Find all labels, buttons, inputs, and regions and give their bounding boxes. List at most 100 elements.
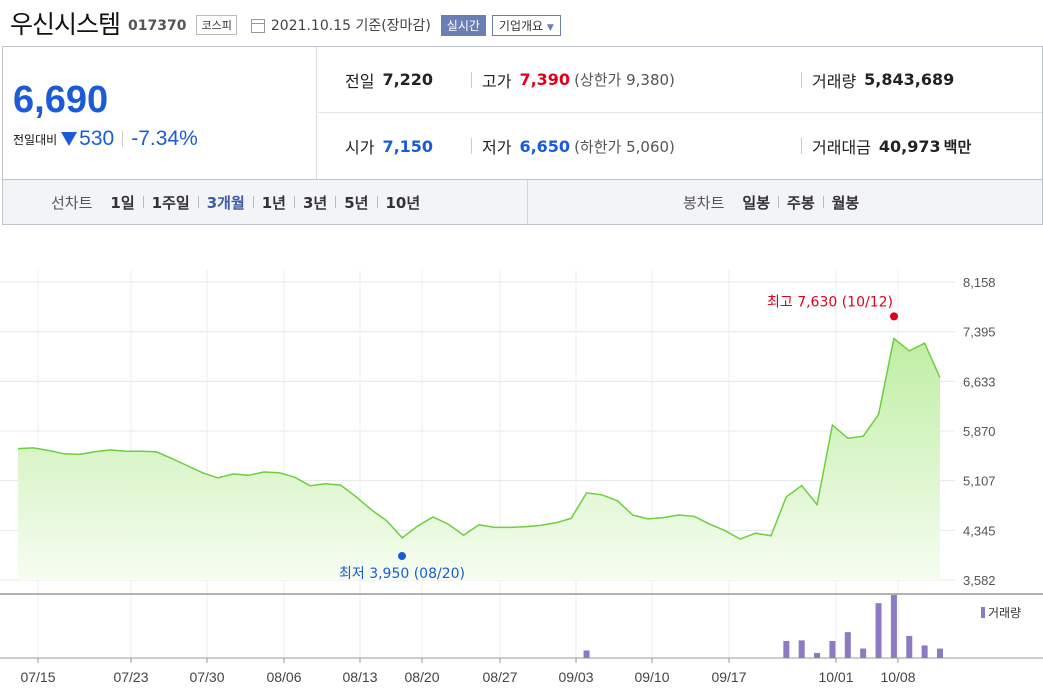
realtime-button[interactable]: 실시간	[440, 14, 486, 36]
amount-unit: 백만	[943, 137, 972, 156]
volume-value: 5,843,689	[864, 70, 955, 89]
low-marker	[398, 552, 406, 561]
amount-label: 거래대금	[812, 138, 871, 157]
stat-open: 시가 7,150	[318, 134, 471, 158]
y-tick-label: 4,345	[963, 523, 996, 538]
x-tick-label: 10/08	[880, 669, 915, 685]
tab-3m[interactable]: 3개월	[206, 193, 245, 212]
x-tick-label: 10/01	[818, 669, 853, 685]
current-price: 6,690	[13, 79, 109, 121]
change-amount: 530	[79, 127, 115, 150]
tab-weekly[interactable]: 주봉	[787, 193, 815, 212]
divider	[376, 196, 378, 208]
chevron-down-icon: ▼	[546, 22, 554, 33]
volume-label: 거래량	[812, 71, 857, 91]
market-badge: 코스피	[196, 15, 237, 35]
volume-bar	[783, 640, 790, 658]
candle-chart-title: 봉차트	[683, 193, 725, 212]
date-text: 2021.10.15 기준(장마감)	[270, 18, 431, 34]
x-tick-label: 08/27	[482, 669, 517, 685]
divider	[801, 138, 802, 154]
title-bar: 우신시스템 017370 코스피 2021.10.15 기준(장마감) 실시간 …	[0, 0, 1043, 46]
high-label: 최고 7,630 (10/12)	[767, 294, 893, 310]
company-overview-button[interactable]: 기업개요 ▼	[491, 14, 561, 36]
stock-code: 017370	[128, 18, 187, 34]
x-tick-label: 09/03	[558, 669, 593, 685]
stat-row-1: 전일 7,220 고가 7,390 (상한가 9,380) 거래량 5,843,…	[318, 47, 1042, 113]
volume-legend: 거래량	[981, 604, 1021, 621]
volume-bar	[583, 650, 590, 658]
y-tick-label: 7,395	[963, 325, 996, 340]
volume-bar	[829, 640, 836, 658]
y-tick-label: 6,633	[963, 374, 996, 389]
tab-1d[interactable]: 1일	[110, 193, 135, 212]
tab-daily[interactable]: 일봉	[742, 193, 771, 212]
price-line	[17, 337, 941, 540]
volume-bar	[937, 648, 943, 658]
y-tick-label: 5,107	[963, 474, 996, 489]
tab-1y[interactable]: 1년	[261, 193, 286, 212]
company-overview-label: 기업개요	[498, 18, 544, 33]
change-label: 전일대비	[13, 132, 58, 147]
stat-low: 저가 6,650 (하한가 5,060)	[471, 134, 801, 158]
divider	[471, 71, 472, 88]
volume-bar	[844, 632, 851, 658]
x-tick-label: 09/17	[711, 669, 746, 685]
line-chart-tabs: 선차트 1일 1주일 3개월 1년 3년 5년 10년	[3, 180, 528, 224]
high-marker	[890, 312, 898, 321]
divider	[822, 196, 824, 208]
x-tick-label: 09/10	[634, 669, 669, 685]
divider	[294, 196, 295, 208]
volume-bar	[875, 603, 882, 658]
y-tick-label: 3,582	[963, 573, 996, 588]
low-label: 저가	[482, 138, 512, 157]
tab-monthly[interactable]: 월봉	[831, 193, 860, 212]
x-tick-label: 08/13	[342, 669, 377, 685]
divider	[471, 138, 472, 154]
price-block: 6,690 전일대비 530 -7.34%	[3, 47, 317, 179]
x-tick-label: 07/30	[189, 669, 224, 685]
x-tick-label: 07/23	[113, 669, 148, 685]
x-tick-label: 08/06	[266, 669, 301, 685]
volume-bar	[890, 595, 897, 658]
volume-bar	[798, 640, 805, 658]
tab-10y[interactable]: 10년	[385, 193, 421, 212]
calendar-icon	[250, 19, 265, 33]
down-triangle-icon	[61, 132, 78, 146]
open-value: 7,150	[382, 136, 434, 156]
volume-legend-swatch	[981, 607, 985, 618]
volume-bar	[906, 635, 913, 658]
stock-name: 우신시스템	[10, 10, 121, 39]
volume-legend-label: 거래량	[988, 606, 1022, 620]
stat-amount: 거래대금 40,973 백만	[801, 134, 971, 158]
upper-limit: (상한가 9,380)	[574, 71, 675, 89]
divider	[197, 196, 199, 208]
price-area	[18, 338, 940, 580]
low-label: 최저 3,950 (08/20)	[339, 566, 465, 582]
y-tick-label: 5,870	[963, 424, 996, 439]
tab-1w[interactable]: 1주일	[151, 193, 190, 212]
divider	[252, 196, 254, 208]
tab-5y[interactable]: 5년	[344, 193, 369, 212]
candle-chart-tabs: 봉차트 일봉 주봉 월봉	[528, 192, 1042, 213]
lower-limit: (하한가 5,060)	[574, 137, 675, 156]
divider	[335, 196, 337, 208]
divider	[778, 196, 780, 208]
tab-3y[interactable]: 3년	[303, 193, 328, 212]
high-label: 고가	[482, 71, 512, 91]
chart-tabs: 선차트 1일 1주일 3개월 1년 3년 5년 10년 봉차트 일봉 주봉 월봉	[2, 180, 1043, 225]
divider	[122, 131, 124, 147]
divider	[801, 71, 802, 88]
volume-bar	[814, 652, 821, 658]
stat-high: 고가 7,390 (상한가 9,380)	[471, 68, 801, 92]
price-info-box: 6,690 전일대비 530 -7.34% 전일 7,220 고가 7,390 …	[2, 46, 1043, 180]
price-chart: 8,158 7,395 6,633 5,870 5,107 4,345 3,582 07/15…	[0, 270, 1043, 685]
stat-volume: 거래량 5,843,689	[801, 68, 954, 92]
prev-value: 7,220	[382, 70, 434, 89]
change-row: 전일대비 530 -7.34%	[13, 127, 198, 151]
high-value: 7,390	[519, 70, 571, 89]
stat-row-2: 시가 7,150 저가 6,650 (하한가 5,060) 거래대금 40,97…	[318, 113, 1042, 179]
divider	[142, 196, 144, 208]
amount-value: 40,973	[878, 136, 941, 156]
y-tick-label: 8,158	[963, 275, 996, 290]
